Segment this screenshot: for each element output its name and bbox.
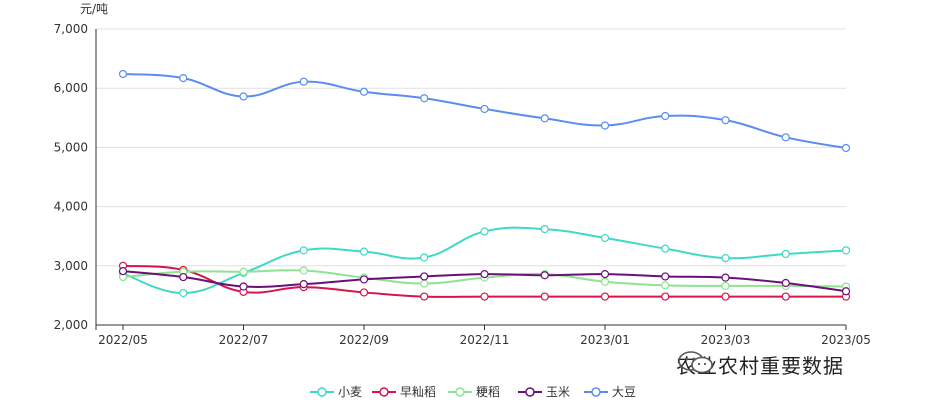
- data-point[interactable]: [118, 69, 128, 79]
- data-point[interactable]: [721, 292, 730, 301]
- data-point[interactable]: [600, 233, 610, 243]
- data-point[interactable]: [661, 272, 670, 281]
- y-tick-label: 4,000: [54, 200, 88, 214]
- x-tick-label: 2022/09: [339, 333, 389, 347]
- legend-item[interactable]: 早籼稻: [372, 385, 436, 399]
- data-point[interactable]: [118, 267, 128, 276]
- legend-item[interactable]: 玉米: [518, 385, 570, 399]
- y-tick-label: 5,000: [54, 140, 88, 154]
- data-point[interactable]: [661, 111, 670, 121]
- data-point[interactable]: [420, 279, 429, 288]
- legend-label: 大豆: [612, 385, 636, 399]
- x-tick-label: 2023/01: [580, 333, 630, 347]
- y-tick-label: 7,000: [54, 22, 88, 36]
- data-point[interactable]: [721, 281, 730, 291]
- data-point[interactable]: [359, 288, 369, 297]
- legend-item[interactable]: 小麦: [310, 385, 362, 399]
- legend-marker: [379, 387, 389, 397]
- data-point[interactable]: [480, 269, 489, 279]
- data-point[interactable]: [841, 246, 851, 255]
- data-point[interactable]: [299, 280, 308, 289]
- data-point[interactable]: [420, 253, 429, 262]
- series-4: [118, 69, 851, 153]
- x-tick-label: 2023/03: [701, 333, 751, 347]
- data-point[interactable]: [841, 143, 851, 153]
- legend-marker: [317, 387, 327, 397]
- legend-label: 早籼稻: [400, 385, 436, 399]
- legend-label: 粳稻: [476, 385, 500, 399]
- x-tick-label: 2022/05: [98, 333, 148, 347]
- y-tick-label: 3,000: [54, 259, 88, 273]
- data-point[interactable]: [600, 121, 610, 130]
- data-point[interactable]: [781, 249, 790, 259]
- data-point[interactable]: [179, 288, 188, 298]
- data-point[interactable]: [661, 244, 670, 253]
- data-point[interactable]: [359, 87, 369, 96]
- data-point[interactable]: [540, 292, 549, 301]
- data-point[interactable]: [661, 281, 670, 290]
- data-point[interactable]: [299, 246, 308, 255]
- data-point[interactable]: [239, 92, 248, 101]
- x-tick-label: 2022/11: [460, 333, 510, 347]
- legend: 小麦 早籼稻 粳稻 玉米 大豆: [310, 385, 636, 399]
- data-point[interactable]: [781, 292, 790, 301]
- data-point[interactable]: [420, 292, 429, 301]
- x-tick-label: 2022/07: [219, 333, 269, 347]
- data-point[interactable]: [781, 133, 790, 142]
- legend-item[interactable]: 粳稻: [448, 385, 500, 399]
- data-point[interactable]: [540, 114, 549, 123]
- y-unit-label: 元/吨: [80, 2, 108, 16]
- data-point[interactable]: [299, 266, 308, 275]
- y-tick-label: 6,000: [54, 81, 88, 95]
- legend-marker: [525, 387, 535, 397]
- data-point[interactable]: [480, 227, 489, 236]
- data-point[interactable]: [420, 272, 429, 281]
- grid: [96, 28, 846, 267]
- data-point[interactable]: [661, 292, 670, 301]
- series-line: [122, 226, 847, 295]
- legend-label: 玉米: [546, 385, 570, 399]
- series-3: [118, 267, 851, 296]
- data-point[interactable]: [359, 247, 369, 256]
- data-point[interactable]: [239, 267, 248, 276]
- data-point[interactable]: [179, 272, 188, 282]
- axes: 2,000 3,000 4,000 5,000 6,000 7,000 元/吨 2022/05…: [54, 2, 871, 347]
- data-point[interactable]: [540, 271, 549, 280]
- legend-marker: [455, 387, 465, 397]
- data-point[interactable]: [600, 292, 610, 301]
- data-point[interactable]: [721, 273, 730, 282]
- watermark: 农业农村重要数据: [676, 350, 844, 379]
- data-point[interactable]: [420, 94, 429, 103]
- data-point[interactable]: [239, 282, 248, 291]
- data-point[interactable]: [721, 116, 730, 125]
- x-tick-label: 2023/05: [821, 333, 871, 347]
- data-point[interactable]: [781, 278, 790, 288]
- data-point[interactable]: [179, 74, 188, 83]
- data-point[interactable]: [600, 277, 610, 286]
- wechat-icon: [678, 351, 713, 374]
- data-point[interactable]: [359, 275, 369, 284]
- series-lines: [118, 69, 851, 301]
- legend-marker: [591, 387, 601, 397]
- data-point[interactable]: [721, 254, 730, 263]
- y-tick-label: 2,000: [54, 318, 88, 332]
- data-point[interactable]: [480, 292, 489, 301]
- data-point[interactable]: [841, 287, 851, 296]
- data-point[interactable]: [600, 269, 610, 279]
- legend-label: 小麦: [338, 385, 362, 399]
- legend-item[interactable]: 大豆: [584, 385, 636, 399]
- data-point[interactable]: [299, 77, 308, 86]
- data-point[interactable]: [480, 104, 489, 114]
- data-point[interactable]: [540, 224, 549, 234]
